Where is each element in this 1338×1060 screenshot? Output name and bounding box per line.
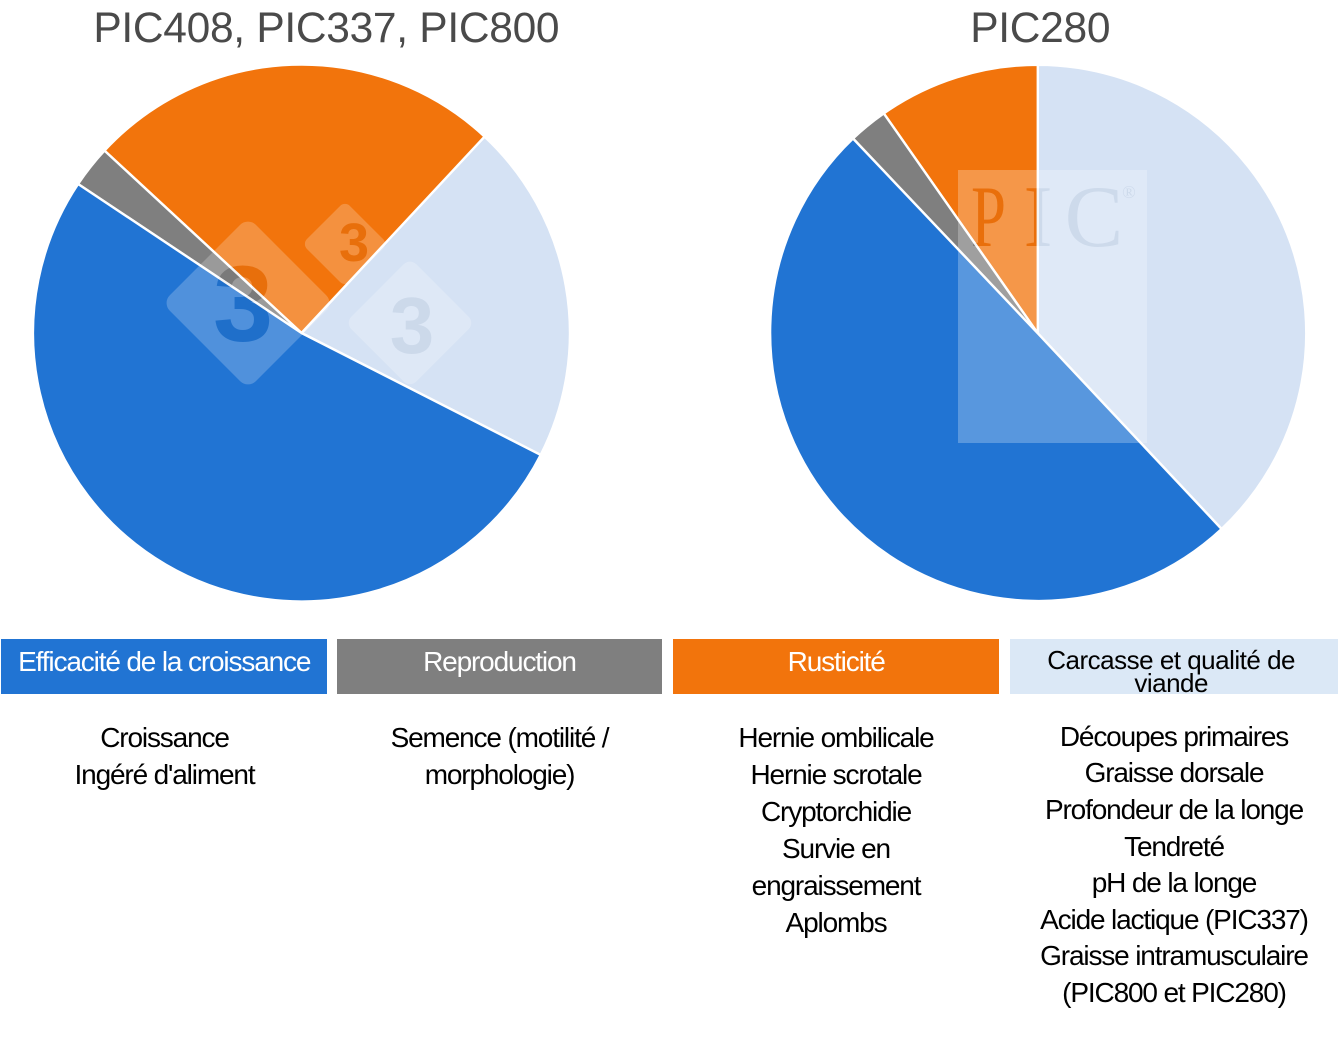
svg-text:P: P	[971, 169, 1006, 266]
svg-text:®: ®	[1122, 182, 1136, 202]
svg-text:I: I	[1023, 169, 1052, 266]
svg-text:3: 3	[213, 243, 273, 364]
svg-text:C: C	[1065, 169, 1124, 266]
svg-text:3: 3	[339, 213, 369, 273]
svg-text:3: 3	[390, 281, 435, 370]
